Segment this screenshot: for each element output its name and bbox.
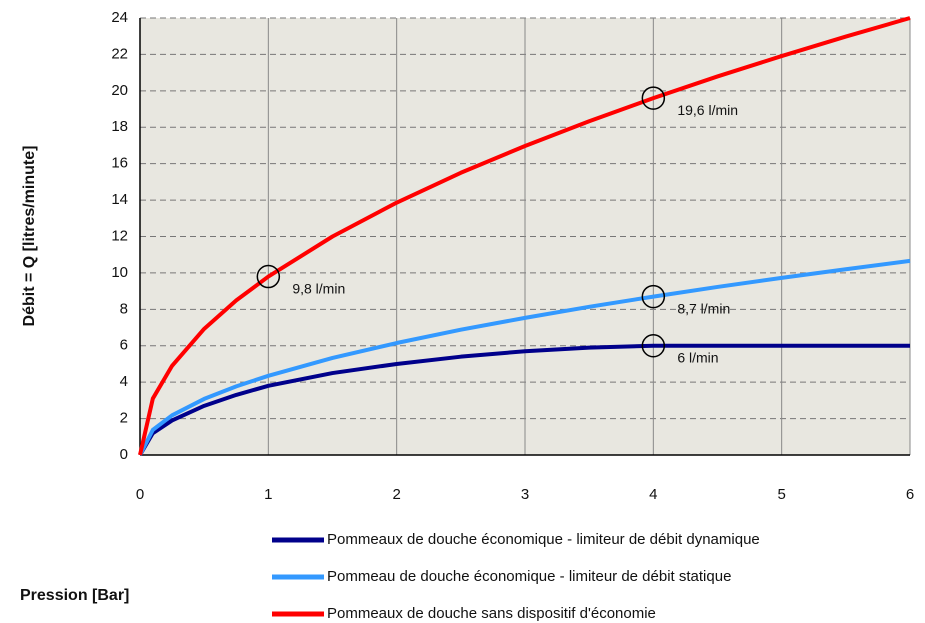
y-tick-label: 8 [120, 300, 128, 317]
series-line [138, 16, 911, 456]
y-tick-label: 22 [111, 45, 128, 62]
y-tick-label: 16 [111, 155, 128, 172]
x-tick-label: 4 [649, 486, 657, 503]
x-tick-label: 3 [521, 486, 529, 503]
annotation-label: 9,8 l/min [292, 280, 345, 296]
y-axis-title: Débit = Q [litres/minute] [21, 146, 38, 327]
legend-label: Pommeaux de douche sans dispositif d'éco… [327, 605, 656, 622]
y-tick-label: 18 [111, 118, 128, 135]
y-tick-label: 0 [120, 446, 128, 463]
y-tick-label: 10 [111, 264, 128, 281]
x-tick-label: 5 [777, 486, 785, 503]
x-tick-label: 1 [264, 486, 272, 503]
x-tick-label: 2 [392, 486, 400, 503]
series-line [138, 343, 910, 457]
y-tick-label: 6 [120, 337, 128, 354]
x-tick-label: 0 [136, 486, 144, 503]
series-line [138, 258, 911, 456]
annotation-circle [256, 264, 281, 289]
annotation-circle [641, 86, 666, 110]
y-tick-label: 24 [111, 9, 128, 26]
annotation-circle [641, 334, 666, 358]
y-tick-label: 2 [120, 410, 128, 427]
legend-label: Pommeau de douche économique - limiteur … [327, 568, 731, 585]
annotation-label: 19,6 l/min [677, 102, 738, 118]
y-tick-label: 12 [111, 227, 128, 244]
annotation-label: 8,7 l/min [677, 300, 730, 316]
x-axis-title: Pression [Bar] [20, 587, 129, 604]
y-tick-label: 4 [120, 373, 128, 390]
legend-label: Pommeaux de douche économique - limiteur… [327, 531, 760, 548]
y-tick-label: 20 [111, 82, 128, 99]
x-tick-label: 6 [906, 486, 914, 503]
annotation-label: 6 l/min [677, 349, 718, 365]
y-tick-label: 14 [111, 191, 128, 208]
annotation-circle [641, 284, 666, 309]
